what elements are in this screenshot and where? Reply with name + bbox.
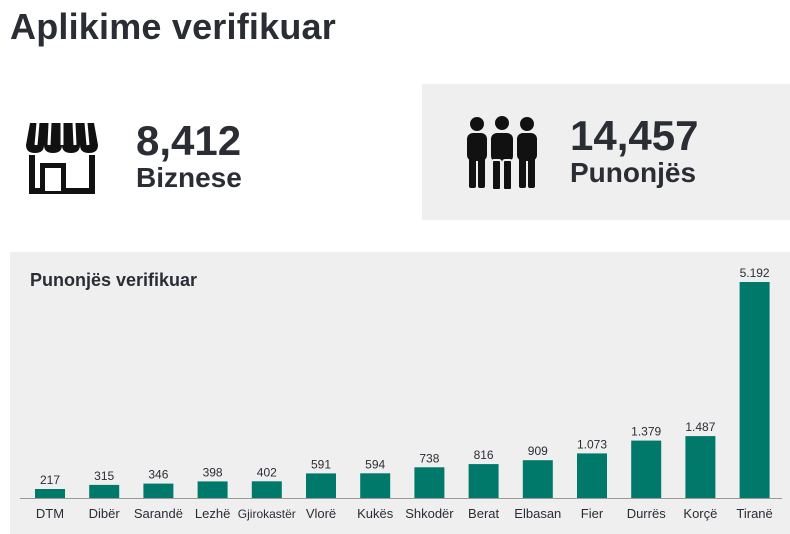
value-label-4: 402 — [257, 465, 277, 479]
category-label-11: Durrës — [627, 506, 667, 521]
bar-4 — [251, 481, 282, 498]
category-label-13: Tiranë — [736, 506, 772, 521]
bar-6 — [360, 473, 391, 498]
bar-12 — [685, 436, 716, 498]
value-label-3: 398 — [203, 465, 223, 479]
category-label-2: Sarandë — [134, 506, 183, 521]
value-label-12: 1.487 — [685, 420, 715, 434]
bar-10 — [577, 453, 607, 498]
category-label-1: Dibër — [89, 506, 121, 521]
businesses-label: Biznese — [136, 162, 242, 193]
employees-count: 14,457 — [570, 112, 699, 159]
category-label-7: Shkodër — [405, 506, 454, 521]
value-label-1: 315 — [94, 469, 114, 483]
bar-9 — [522, 460, 553, 498]
category-label-6: Kukës — [357, 506, 394, 521]
bar-0 — [35, 489, 65, 498]
value-label-8: 816 — [474, 448, 494, 462]
bar-3 — [197, 481, 228, 498]
businesses-stat-card: 8,412 Biznese — [10, 92, 410, 222]
employees-chart-panel: Punonjës verifikuar 217 DTM 315 Dibër 346 Sar… — [10, 252, 790, 534]
value-label-11: 1.379 — [631, 425, 661, 439]
bar-7 — [414, 467, 445, 498]
value-label-13: 5.192 — [740, 266, 770, 280]
value-label-9: 909 — [528, 444, 548, 458]
store-icon — [26, 122, 98, 194]
value-label-6: 594 — [365, 457, 385, 471]
page-title: Aplikime verifikuar — [10, 6, 336, 47]
category-label-4: Gjirokastër — [238, 507, 296, 521]
employees-label: Punonjës — [570, 157, 697, 188]
bar-chart: 217 DTM 315 Dibër 346 Sarandë 398 Lezhë 402 Gjiro… — [20, 266, 782, 521]
category-label-10: Fier — [581, 506, 604, 521]
category-label-12: Korçë — [683, 506, 717, 521]
chart-title: Punonjës verifikuar — [30, 270, 198, 290]
bar-1 — [89, 484, 120, 498]
value-label-5: 591 — [311, 457, 331, 471]
bar-5 — [306, 473, 336, 498]
value-label-0: 217 — [40, 473, 60, 487]
bar-13 — [739, 282, 770, 498]
employees-stat-text: 14,457 Punonjës — [570, 115, 698, 189]
bar-8 — [468, 464, 499, 498]
businesses-stat-text: 8,412 Biznese — [136, 120, 242, 194]
category-label-0: DTM — [36, 506, 64, 521]
category-label-5: Vlorë — [306, 506, 336, 521]
employees-stat-card: 14,457 Punonjës — [422, 84, 790, 220]
bar-11 — [631, 440, 662, 498]
value-label-7: 738 — [419, 451, 439, 465]
people-icon — [467, 114, 537, 190]
value-label-10: 1.073 — [577, 437, 607, 451]
category-label-8: Berat — [468, 506, 499, 521]
value-label-2: 346 — [148, 468, 168, 482]
category-label-3: Lezhë — [195, 506, 230, 521]
bar-2 — [143, 483, 174, 498]
businesses-count: 8,412 — [136, 117, 242, 164]
category-label-9: Elbasan — [514, 506, 561, 521]
